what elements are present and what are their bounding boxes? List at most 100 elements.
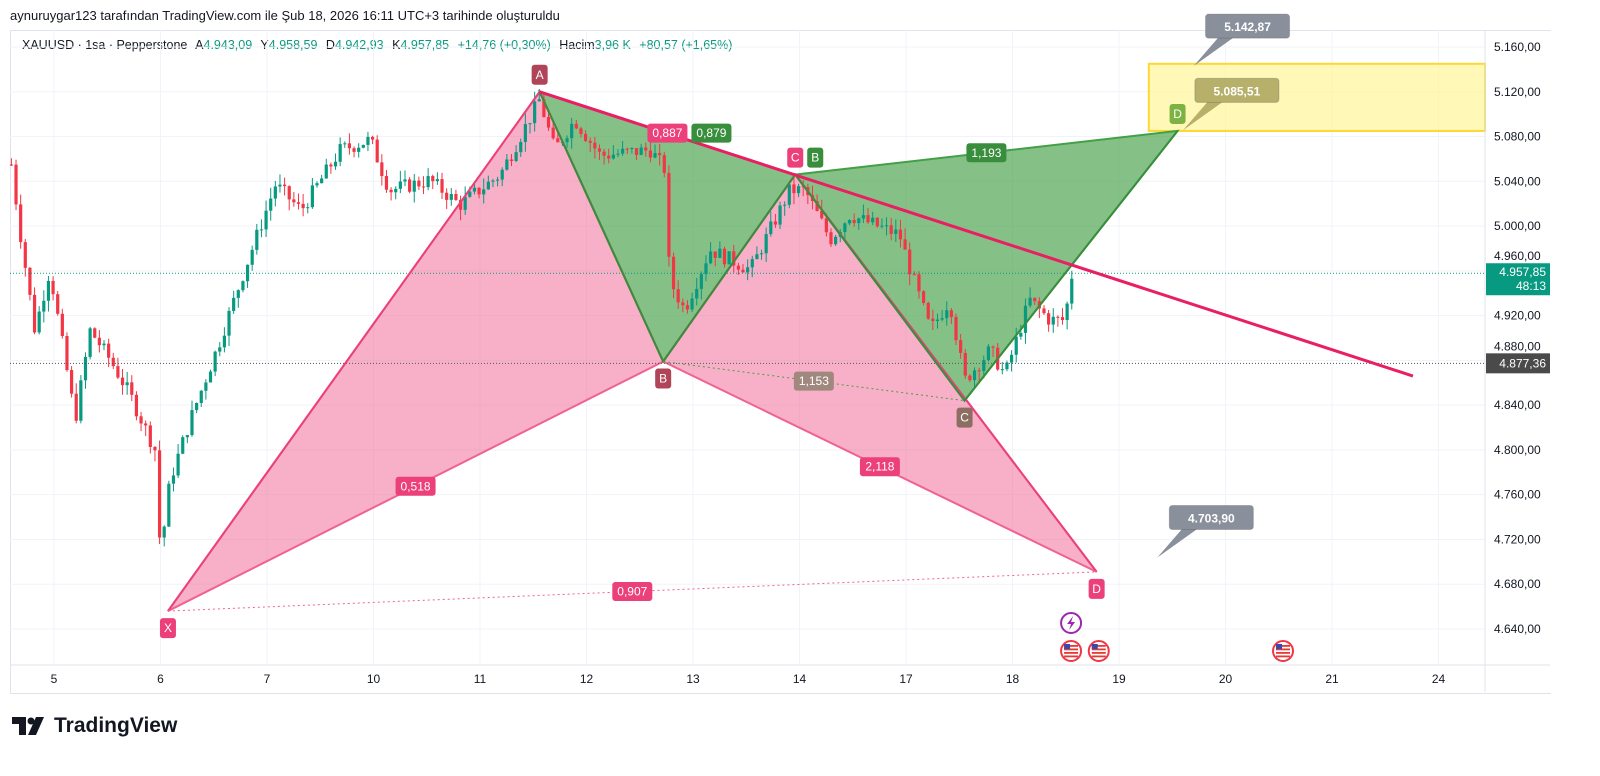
candle-body <box>750 259 754 268</box>
ref-price-value: 4.877,36 <box>1499 356 1546 370</box>
candle-body <box>19 204 23 243</box>
us-flag-icon[interactable] <box>1087 640 1110 662</box>
candle-body <box>426 176 430 188</box>
x-tick-label: 24 <box>1432 672 1446 686</box>
chart-credit: aynuruygar123 tarafından TradingView.com… <box>10 8 560 23</box>
us-flag-icon[interactable] <box>1272 640 1295 662</box>
candle-body <box>1009 354 1014 363</box>
lightning-bolt <box>1067 616 1076 630</box>
candle-body <box>477 187 481 195</box>
callout-pointer <box>1193 36 1236 67</box>
candle-body <box>208 371 213 383</box>
candle-body <box>570 123 574 139</box>
candle-body <box>134 394 139 417</box>
candle-body <box>718 248 722 258</box>
high-value: 4.958,59 <box>268 38 318 52</box>
candle-body <box>565 138 569 143</box>
ratio-line <box>795 130 1178 176</box>
candle-body <box>519 142 523 153</box>
flag-canton <box>1064 644 1071 649</box>
candle-body <box>583 133 588 141</box>
candle-body <box>264 210 268 230</box>
candle-body <box>88 328 92 357</box>
candle-body <box>148 425 152 447</box>
candle-body <box>32 294 37 333</box>
candle-body <box>125 382 129 386</box>
candle-body <box>625 148 629 150</box>
candle-body <box>667 172 671 257</box>
candle-body <box>269 198 273 211</box>
candle-body <box>884 225 889 227</box>
chart-frame <box>10 30 1551 694</box>
candle-body <box>458 199 463 210</box>
candle-body <box>792 184 796 194</box>
candle-body <box>384 176 389 190</box>
pattern-point-c <box>787 147 804 168</box>
candle-body <box>857 218 861 224</box>
candle-body <box>361 144 365 148</box>
x-tick-label: 13 <box>686 672 700 686</box>
candle-body <box>630 148 634 150</box>
candle-body <box>1056 316 1060 318</box>
callout-pointer <box>1157 527 1200 558</box>
symbol-name[interactable]: XAUUSD · 1sa · Pepperstone <box>22 38 188 52</box>
candle-body <box>306 207 310 209</box>
candle-body <box>982 360 986 372</box>
us-flag-icon[interactable] <box>1060 640 1083 662</box>
tradingview-logo[interactable]: TradingView <box>12 714 177 738</box>
x-tick-label: 7 <box>264 672 271 686</box>
pattern-point-label: X <box>164 621 172 635</box>
candle-body <box>653 153 657 158</box>
candle-body <box>273 186 277 199</box>
candle-body <box>190 410 194 436</box>
ref-price-badge <box>1486 353 1550 374</box>
candle-body <box>301 203 305 209</box>
candle-body <box>523 124 527 143</box>
ratio-label: 1,193 <box>971 146 1001 160</box>
ratio-label: 1,153 <box>799 374 829 388</box>
y-tick-label: 5.040,00 <box>1494 174 1541 188</box>
candle-body <box>898 229 903 240</box>
candle-body <box>144 423 148 426</box>
pattern-point-label: B <box>811 151 819 165</box>
candle-body <box>574 123 578 129</box>
candle-body <box>421 186 426 188</box>
candle-body <box>102 343 106 346</box>
candle-body <box>93 328 97 338</box>
candle-body <box>533 101 537 124</box>
candle-body <box>829 232 833 245</box>
candle-body <box>912 274 916 276</box>
candle-body <box>495 179 500 181</box>
candle-body <box>333 161 338 167</box>
candle-body <box>959 340 963 353</box>
countdown-value: 48:13 <box>1516 279 1546 293</box>
candle-body <box>130 382 134 395</box>
pattern-point-label: B <box>659 371 667 385</box>
pattern-point-b <box>807 147 824 168</box>
candle-body <box>185 435 189 438</box>
ratio-badge <box>859 457 900 477</box>
candle-body <box>597 148 602 152</box>
pattern-point-label: C <box>960 411 969 425</box>
y-tick-label: 4.960,00 <box>1494 249 1541 263</box>
lightning-icon[interactable] <box>1060 612 1083 634</box>
low-label: D <box>325 38 335 52</box>
candle-body <box>505 159 509 170</box>
candle-body <box>1060 317 1065 321</box>
candle-body <box>769 221 773 235</box>
pattern-point-a <box>531 64 548 85</box>
y-tick-label: 4.840,00 <box>1494 398 1541 412</box>
flag-stripe <box>1064 652 1079 654</box>
candle-body <box>736 265 740 270</box>
candle-body <box>713 251 717 258</box>
candle-body <box>834 236 838 245</box>
candle-body <box>949 310 953 317</box>
x-tick-label: 21 <box>1325 672 1339 686</box>
candle-body <box>741 269 745 273</box>
volume-value: 3,96 K <box>594 38 631 52</box>
flag-stripe <box>1276 648 1291 651</box>
candle-body <box>866 215 870 223</box>
candle-body <box>324 164 328 179</box>
y-tick-label: 4.720,00 <box>1494 532 1541 546</box>
